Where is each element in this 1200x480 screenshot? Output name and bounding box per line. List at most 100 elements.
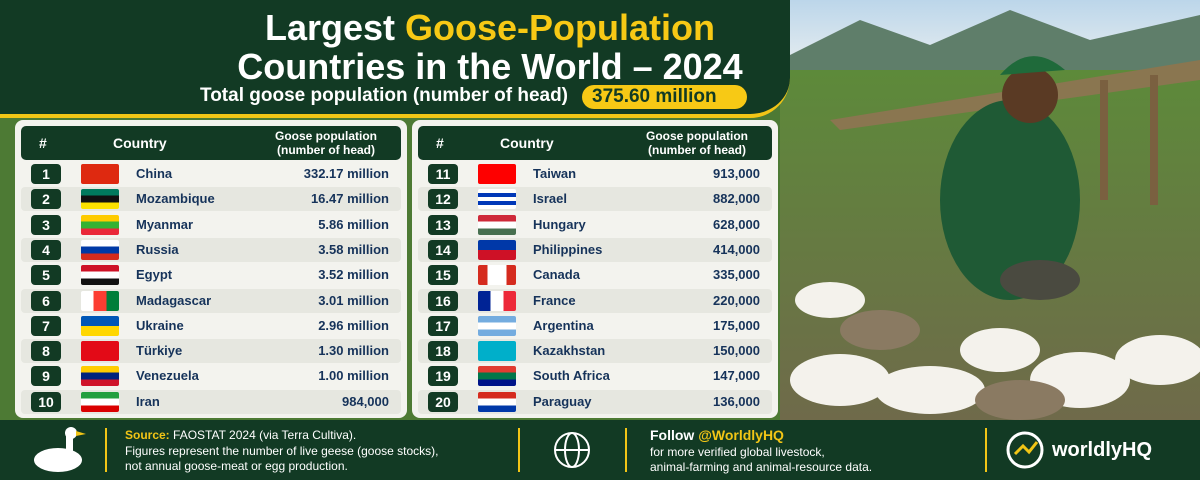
country-flag <box>478 265 516 286</box>
goose-population: 414,000 <box>713 241 760 257</box>
country-name: Egypt <box>136 267 173 283</box>
country-name: Philippines <box>533 241 603 257</box>
rank-badge: 1 <box>31 164 61 184</box>
note-text: not annual goose-meat or egg production. <box>125 459 348 473</box>
title-text: Largest <box>264 7 396 48</box>
table-panel: # Country Goose population (number of head)… <box>15 120 407 418</box>
subtitle: Total goose population (number of head) <box>200 85 569 106</box>
source-label: Source: <box>125 428 170 442</box>
table-row: 5 Egypt 3.52 million <box>21 263 401 287</box>
rank-badge: 11 <box>428 164 458 184</box>
note-text: Figures represent the number of live gee… <box>125 444 439 458</box>
country-name: Paraguay <box>533 393 592 409</box>
table-row: 8 Türkiye 1.30 million <box>21 339 401 364</box>
header-country: Country <box>113 135 167 151</box>
table-row: 15 Canada 335,000 <box>418 263 772 287</box>
goose-population: 175,000 <box>713 317 760 333</box>
table-row: 16 France 220,000 <box>418 288 772 313</box>
country-name: Hungary <box>533 216 586 232</box>
country-flag <box>81 366 119 387</box>
rank-badge: 10 <box>31 391 61 412</box>
logo-icon <box>1006 431 1044 469</box>
table-header: # Country Goose population (number of head) <box>21 126 401 160</box>
country-name: Mozambique <box>136 191 215 207</box>
goose-population: 136,000 <box>713 393 760 409</box>
header-country: Country <box>500 135 554 151</box>
country-name: Argentina <box>533 317 594 333</box>
rank-badge: 4 <box>31 239 61 260</box>
rank-badge: 6 <box>31 290 61 311</box>
header-rank: # <box>39 135 47 151</box>
rank-badge: 19 <box>428 366 458 387</box>
table-row: 10 Iran 984,000 <box>21 389 401 414</box>
rank-badge: 14 <box>428 239 458 260</box>
header-value-line: (number of head) <box>648 143 746 157</box>
goose-population: 984,000 <box>342 393 389 409</box>
rank-badge: 18 <box>428 341 458 362</box>
goose-population: 1.30 million <box>318 343 389 359</box>
country-name: Israel <box>533 191 567 207</box>
table-row: 11 Taiwan 913,000 <box>418 162 772 186</box>
goose-population: 220,000 <box>713 292 760 308</box>
goose-icon <box>34 427 86 472</box>
goose-population: 882,000 <box>713 191 760 207</box>
country-flag <box>81 214 119 235</box>
table-row: 13 Hungary 628,000 <box>418 213 772 237</box>
table-row: 12 Israel 882,000 <box>418 187 772 212</box>
country-flag <box>478 391 516 412</box>
country-name: Kazakhstan <box>533 343 606 359</box>
country-name: Türkiye <box>136 343 183 359</box>
country-name: Canada <box>533 267 580 283</box>
country-flag <box>478 366 516 387</box>
goose-population: 913,000 <box>713 166 760 181</box>
country-name: China <box>136 166 173 181</box>
table-row: 3 Myanmar 5.86 million <box>21 213 401 237</box>
country-flag <box>81 189 119 210</box>
rank-badge: 20 <box>428 391 458 412</box>
goose-population: 1.00 million <box>318 368 389 384</box>
table-row: 17 Argentina 175,000 <box>418 314 772 338</box>
goose-population: 147,000 <box>713 368 760 384</box>
header-value: Goose population (number of head) <box>261 129 391 157</box>
logo-text: worldlyHQ <box>1052 439 1153 461</box>
country-name: South Africa <box>533 368 610 384</box>
country-name: Taiwan <box>533 166 577 181</box>
country-flag <box>81 265 119 286</box>
table-row: 2 Mozambique 16.47 million <box>21 187 401 212</box>
table-header: # Country Goose population (number of head) <box>418 126 772 160</box>
table-row: 4 Russia 3.58 million <box>21 237 401 262</box>
country-flag <box>478 214 516 235</box>
goose-population: 335,000 <box>713 267 760 283</box>
rank-badge: 17 <box>428 315 458 336</box>
goose-population: 16.47 million <box>310 191 389 207</box>
header-value: Goose population (number of head) <box>632 129 762 157</box>
total-badge: 375.60 million <box>582 85 747 109</box>
country-name: Madagascar <box>136 292 212 308</box>
country-name: Iran <box>136 393 160 409</box>
country-flag <box>478 239 516 260</box>
goose-population: 3.52 million <box>318 267 389 283</box>
country-flag <box>81 391 119 412</box>
rank-badge: 9 <box>31 366 61 387</box>
country-flag <box>81 341 119 362</box>
country-name: Ukraine <box>136 317 184 333</box>
rank-badge: 12 <box>428 189 458 210</box>
table-row: 14 Philippines 414,000 <box>418 237 772 262</box>
header-value-line: Goose population <box>646 129 748 143</box>
goose-population: 3.01 million <box>318 292 389 308</box>
country-flag <box>478 164 516 184</box>
rank-badge: 16 <box>428 290 458 311</box>
rank-badge: 5 <box>31 265 61 286</box>
title-highlight: Goose-Population <box>405 7 716 48</box>
table-row: 6 Madagascar 3.01 million <box>21 288 401 313</box>
follow-text: for more verified global livestock, <box>650 445 825 459</box>
follow-label: Follow <box>650 427 695 443</box>
table-row: 7 Ukraine 2.96 million <box>21 314 401 338</box>
title-line: Countries in the World – 2024 <box>237 46 743 87</box>
country-flag <box>478 341 516 362</box>
rank-badge: 7 <box>31 315 61 336</box>
country-name: Venezuela <box>136 368 199 384</box>
rank-badge: 2 <box>31 189 61 210</box>
country-flag <box>81 164 119 184</box>
goose-population: 5.86 million <box>318 216 389 232</box>
